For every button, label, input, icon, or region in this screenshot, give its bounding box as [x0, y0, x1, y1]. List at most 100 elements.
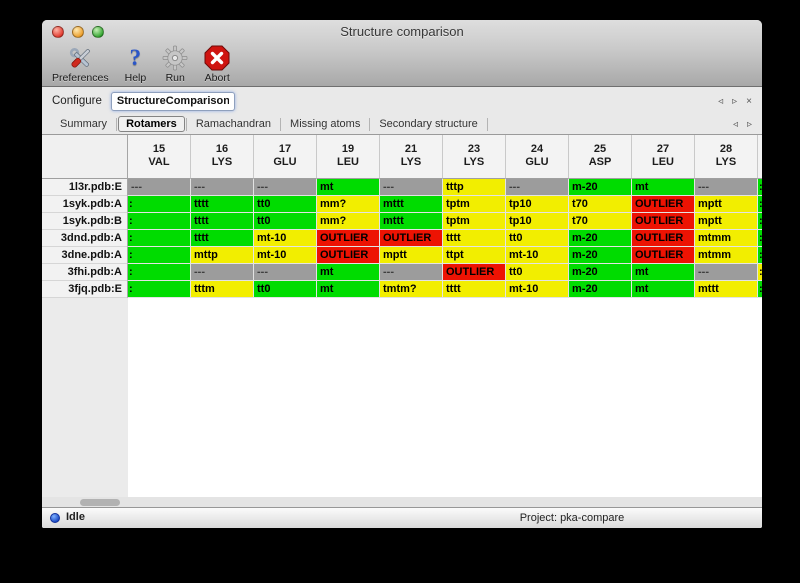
table-cell[interactable]: :	[128, 281, 191, 298]
table-cell[interactable]: mtmm	[695, 230, 758, 247]
table-cell[interactable]: :	[758, 264, 762, 281]
table-cell[interactable]: tttt	[443, 230, 506, 247]
table-cell[interactable]: m-20	[569, 179, 632, 196]
configure-forward-icon[interactable]: ▹	[732, 95, 738, 107]
table-cell[interactable]: :	[128, 264, 191, 281]
table-cell[interactable]: OUTLIER	[632, 230, 695, 247]
tabs-back-icon[interactable]: ◃	[732, 118, 738, 130]
table-cell[interactable]: :	[758, 213, 762, 230]
table-cell[interactable]: ---	[128, 179, 191, 196]
table-cell[interactable]: mttt	[695, 281, 758, 298]
table-cell[interactable]: tt0	[254, 196, 317, 213]
tab-missing-atoms[interactable]: Missing atoms	[290, 118, 361, 130]
tab-summary[interactable]: Summary	[60, 118, 108, 130]
table-cell[interactable]: mt	[632, 264, 695, 281]
tabs-forward-icon[interactable]: ▹	[746, 118, 752, 130]
table-cell[interactable]: OUTLIER	[317, 230, 380, 247]
table-cell[interactable]: tp10	[506, 196, 569, 213]
table-cell[interactable]: mptt	[695, 213, 758, 230]
table-cell[interactable]: tptm	[443, 213, 506, 230]
table-cell[interactable]: OUTLIER	[317, 247, 380, 264]
table-cell[interactable]: tttt	[191, 213, 254, 230]
row-label[interactable]: 3dnd.pdb:A	[42, 230, 128, 247]
table-cell[interactable]: tttp	[443, 179, 506, 196]
table-cell[interactable]: tt0	[506, 264, 569, 281]
table-cell[interactable]: OUTLIER	[380, 230, 443, 247]
row-label[interactable]: 1syk.pdb:B	[42, 213, 128, 230]
table-cell[interactable]: :	[758, 196, 762, 213]
table-cell[interactable]: m-20	[569, 281, 632, 298]
minimize-window-button[interactable]	[72, 26, 84, 38]
scrollbar-thumb[interactable]	[80, 499, 120, 506]
table-cell[interactable]: mt	[632, 281, 695, 298]
table-cell[interactable]: mttt	[380, 196, 443, 213]
table-cell[interactable]: tttt	[191, 230, 254, 247]
table-cell[interactable]: ---	[695, 264, 758, 281]
tab-rotamers[interactable]: Rotamers	[118, 116, 185, 132]
table-cell[interactable]: ---	[506, 179, 569, 196]
table-cell[interactable]: mt-10	[506, 281, 569, 298]
table-cell[interactable]: :	[128, 196, 191, 213]
row-label[interactable]: 3fjq.pdb:E	[42, 281, 128, 298]
table-cell[interactable]: ---	[380, 264, 443, 281]
toolbar-button-run[interactable]: Run	[158, 44, 192, 84]
toolbar-button-abort[interactable]: Abort	[200, 44, 234, 84]
table-cell[interactable]: mm?	[317, 196, 380, 213]
tab-ramachandran[interactable]: Ramachandran	[195, 118, 272, 130]
table-cell[interactable]: mt	[317, 179, 380, 196]
configure-name-input[interactable]	[110, 91, 235, 111]
table-cell[interactable]: tttm	[191, 281, 254, 298]
table-cell[interactable]: tp10	[506, 213, 569, 230]
table-cell[interactable]: mttt	[380, 213, 443, 230]
table-cell[interactable]: ---	[695, 179, 758, 196]
close-window-button[interactable]	[52, 26, 64, 38]
row-label[interactable]: 3dne.pdb:A	[42, 247, 128, 264]
toolbar-button-help[interactable]: ? Help	[121, 44, 151, 84]
zoom-window-button[interactable]	[92, 26, 104, 38]
table-cell[interactable]: :	[758, 230, 762, 247]
row-label[interactable]: 3fhi.pdb:A	[42, 264, 128, 281]
table-cell[interactable]: mm?	[317, 213, 380, 230]
table-cell[interactable]: tptm	[443, 196, 506, 213]
table-cell[interactable]: tmtm?	[380, 281, 443, 298]
table-cell[interactable]: OUTLIER	[632, 247, 695, 264]
table-cell[interactable]: :	[128, 247, 191, 264]
tab-secondary-structure[interactable]: Secondary structure	[379, 118, 478, 130]
table-cell[interactable]: mtmm	[695, 247, 758, 264]
configure-close-icon[interactable]: ×	[746, 95, 752, 107]
table-cell[interactable]: ---	[254, 264, 317, 281]
horizontal-scrollbar[interactable]	[42, 497, 762, 508]
table-cell[interactable]: ---	[254, 179, 317, 196]
toolbar-button-preferences[interactable]: Preferences	[48, 44, 113, 84]
row-label[interactable]: 1l3r.pdb:E	[42, 179, 128, 196]
table-cell[interactable]: mt	[317, 264, 380, 281]
table-cell[interactable]: t70	[569, 196, 632, 213]
table-cell[interactable]: tttt	[443, 281, 506, 298]
table-cell[interactable]: tttt	[191, 196, 254, 213]
table-cell[interactable]: mt	[632, 179, 695, 196]
table-cell[interactable]: tt0	[254, 213, 317, 230]
table-cell[interactable]: tt0	[254, 281, 317, 298]
row-label[interactable]: 1syk.pdb:A	[42, 196, 128, 213]
table-cell[interactable]: m-20	[569, 230, 632, 247]
table-cell[interactable]: m-20	[569, 247, 632, 264]
table-cell[interactable]: ttpt	[443, 247, 506, 264]
table-cell[interactable]: :	[128, 213, 191, 230]
table-cell[interactable]: mt-10	[254, 230, 317, 247]
table-cell[interactable]: :	[758, 247, 762, 264]
table-cell[interactable]: OUTLIER	[632, 213, 695, 230]
table-cell[interactable]: mt	[317, 281, 380, 298]
table-cell[interactable]: ---	[191, 264, 254, 281]
table-cell[interactable]: mptt	[695, 196, 758, 213]
table-cell[interactable]: :	[758, 281, 762, 298]
table-cell[interactable]: mptt	[380, 247, 443, 264]
table-cell[interactable]: ---	[380, 179, 443, 196]
table-cell[interactable]: :	[128, 230, 191, 247]
table-cell[interactable]: :	[758, 179, 762, 196]
table-cell[interactable]: OUTLIER	[443, 264, 506, 281]
table-cell[interactable]: mt-10	[254, 247, 317, 264]
table-cell[interactable]: t70	[569, 213, 632, 230]
table-cell[interactable]: tt0	[506, 230, 569, 247]
table-cell[interactable]: mttp	[191, 247, 254, 264]
table-cell[interactable]: ---	[191, 179, 254, 196]
